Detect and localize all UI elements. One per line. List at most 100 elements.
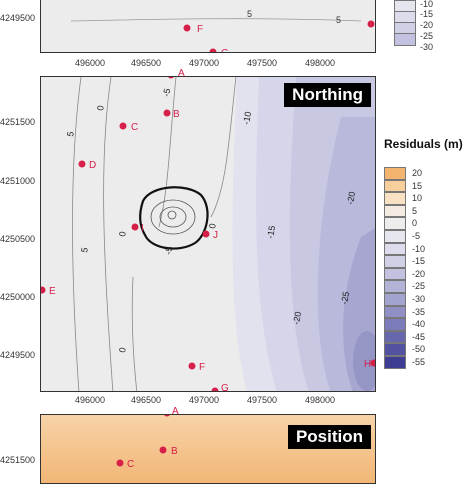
contour-label-n10: -10 <box>241 111 253 126</box>
main-x-tick-5: 498000 <box>304 395 336 405</box>
contour-label-n20-a: -20 <box>345 191 357 206</box>
legend-swatch <box>384 204 406 218</box>
contour-label-n25: -25 <box>339 291 351 306</box>
station-i: I <box>131 223 144 234</box>
svg-text:H: H <box>364 359 371 370</box>
station-g <box>211 387 219 391</box>
top-point-g: G <box>209 48 229 53</box>
main-x-tick-1: 496000 <box>74 395 106 405</box>
depression-outer <box>139 186 209 250</box>
svg-text:C: C <box>127 459 134 470</box>
station-d: D <box>78 160 96 171</box>
northing-map-svg: 0 5 -5 0 5 -10 -15 -20 -25 -20 -5 0 0 B … <box>41 77 375 391</box>
legend-swatch <box>384 192 406 205</box>
legend-label: 20 <box>412 168 423 178</box>
contour-line-0-mid <box>158 77 177 228</box>
svg-text:J: J <box>213 230 218 241</box>
contour-label-n5-a: -5 <box>161 88 172 98</box>
contour-line-0-left <box>103 77 114 391</box>
contour-label-0-b: 0 <box>117 231 128 238</box>
pos-station-a <box>164 415 170 417</box>
contour-label-0-a: 0 <box>95 105 106 112</box>
main-y-tick-1: 4251500 <box>0 117 36 127</box>
svg-text:E: E <box>49 286 56 297</box>
main-x-tick-4: 497500 <box>246 395 278 405</box>
top-contour-label-2: 5 <box>336 15 341 25</box>
top-x-tick-5: 498000 <box>304 58 336 68</box>
position-map-panel: B C Position <box>40 414 376 484</box>
station-a <box>168 77 174 79</box>
legend-swatch <box>384 267 406 281</box>
contour-line-5-left <box>72 77 82 391</box>
position-title: Position <box>287 425 371 449</box>
legend-swatch <box>384 167 406 180</box>
top-point-f: F <box>183 24 203 35</box>
svg-text:F: F <box>197 24 203 35</box>
legend-label: -15 <box>412 256 426 267</box>
main-y-tick-4: 4250000 <box>0 292 36 302</box>
depression-inner-3 <box>167 210 177 220</box>
legend-label: -10 <box>412 243 426 254</box>
legend-label: -5 <box>412 231 421 241</box>
contour-label-5-a: 5 <box>65 131 76 138</box>
legend-swatch <box>384 293 406 306</box>
top-point-h: H <box>367 20 375 28</box>
legend-label: -20 <box>412 268 426 279</box>
contour-label-n20-b: -20 <box>291 311 303 326</box>
legend-label: 0 <box>412 218 418 229</box>
station-b: B <box>163 109 180 120</box>
contour-line-0-bottom <box>131 276 138 391</box>
contour-label-5-b: 5 <box>79 247 90 254</box>
top-map-svg: 5 5 F G H <box>70 9 375 53</box>
legend-label: -50 <box>412 344 426 355</box>
legend-swatch <box>384 356 406 369</box>
legend-swatch <box>384 255 406 268</box>
main-x-tick-2: 496500 <box>130 395 162 405</box>
contour-label-n5-b: -5 <box>163 246 174 256</box>
svg-text:B: B <box>173 109 180 120</box>
legend-label: 5 <box>412 205 418 216</box>
svg-text:F: F <box>199 362 205 373</box>
bottom-y-tick: 4251500 <box>0 455 36 465</box>
pos-station-c: C <box>116 459 134 470</box>
legend-swatch <box>384 305 406 319</box>
top-x-tick-3: 497000 <box>188 58 220 68</box>
position-map-svg: B C <box>116 415 178 470</box>
station-a-label: A <box>178 68 185 79</box>
contour-label-0-d: 0 <box>207 223 218 230</box>
legend-label: -45 <box>412 331 426 342</box>
station-h: H <box>364 359 375 370</box>
legend-swatch <box>384 242 406 256</box>
contour-label-n15: -15 <box>265 225 277 240</box>
contour-label-0-c: 0 <box>117 347 128 354</box>
legend-swatch <box>384 318 406 331</box>
residual-band--30 <box>353 331 375 391</box>
legend-swatch <box>384 230 406 243</box>
station-g-label: G <box>221 383 229 394</box>
legend-label: 10 <box>412 193 423 204</box>
legend-label: 15 <box>412 180 423 191</box>
svg-text:C: C <box>131 122 138 133</box>
legend-label: -35 <box>412 306 426 317</box>
svg-text:I: I <box>141 223 144 234</box>
northing-title: Northing <box>284 83 371 107</box>
station-f: F <box>188 362 205 373</box>
svg-text:D: D <box>89 160 96 171</box>
legend-label: -25 <box>412 281 426 292</box>
svg-text:G: G <box>221 48 229 53</box>
top-x-tick-1: 496000 <box>74 58 106 68</box>
top-x-tick-4: 497500 <box>246 58 278 68</box>
svg-text:B: B <box>171 446 178 457</box>
main-y-tick-3: 4250500 <box>0 234 36 244</box>
station-j: J <box>202 230 218 241</box>
legend-swatch <box>384 280 406 293</box>
legend-swatch <box>384 343 406 356</box>
pos-station-b: B <box>159 446 178 457</box>
northing-map-panel: 0 5 -5 0 5 -10 -15 -20 -25 -20 -5 0 0 B … <box>40 76 376 392</box>
station-c: C <box>119 122 138 133</box>
legend-label: -40 <box>412 319 426 330</box>
legend-swatch <box>384 179 406 193</box>
pos-station-a-label: A <box>172 406 179 417</box>
legend-label: -55 <box>412 357 426 367</box>
top-x-tick-2: 496500 <box>130 58 162 68</box>
